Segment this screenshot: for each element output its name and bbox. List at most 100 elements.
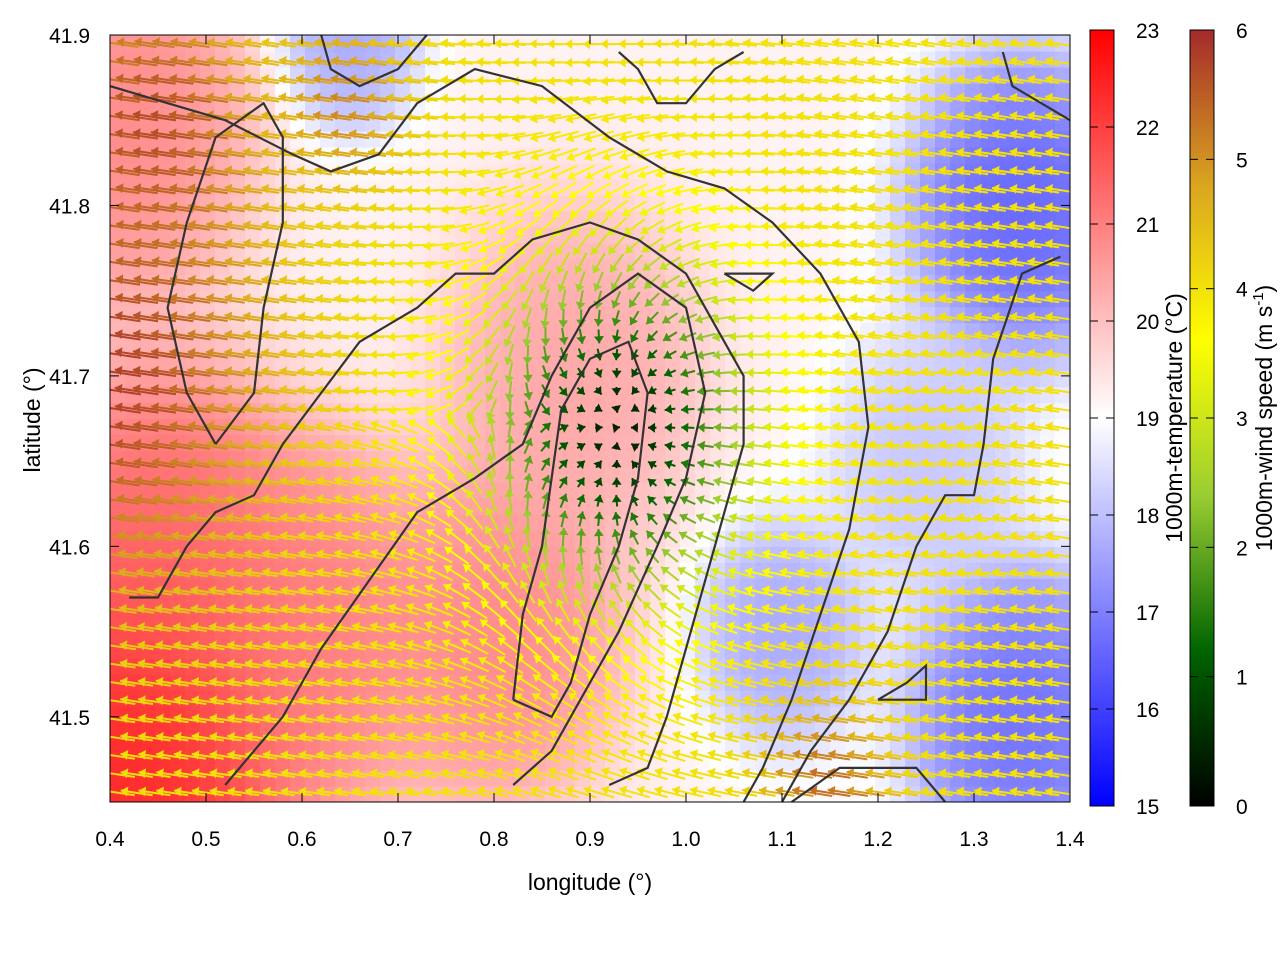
heatmap-cell — [140, 98, 156, 116]
heatmap-cell — [470, 530, 486, 547]
heatmap-cell — [200, 482, 216, 499]
heatmap-cell — [365, 226, 381, 244]
heatmap-cell — [815, 354, 831, 372]
heatmap-cell — [155, 338, 171, 356]
heatmap-cell — [230, 338, 246, 356]
heatmap-cell — [230, 594, 246, 611]
heatmap-cell — [215, 482, 231, 499]
heatmap-cell — [410, 130, 426, 148]
heatmap-cell — [500, 51, 516, 68]
heatmap-cell — [650, 482, 666, 499]
heatmap-cell — [740, 338, 756, 356]
heatmap-cell — [500, 418, 516, 436]
heatmap-cell — [215, 738, 231, 755]
heatmap-cell — [785, 306, 801, 324]
heatmap-cell — [395, 178, 411, 196]
heatmap-cell — [110, 626, 126, 643]
heatmap-cell — [125, 354, 141, 372]
heatmap-cell — [215, 722, 231, 739]
heatmap-cell — [110, 738, 126, 755]
heatmap-cell — [1040, 610, 1056, 627]
heatmap-cell — [725, 130, 741, 148]
heatmap-cell — [725, 178, 741, 196]
heatmap-cell — [230, 82, 246, 100]
heatmap-cell — [785, 98, 801, 116]
heatmap-cell — [665, 434, 681, 452]
heatmap-cell — [530, 450, 546, 468]
heatmap-cell — [125, 722, 141, 739]
heatmap-cell — [305, 738, 321, 755]
heatmap-cell — [140, 210, 156, 228]
heatmap-cell — [110, 610, 126, 627]
heatmap-cell — [185, 738, 201, 755]
heatmap-cell — [725, 386, 741, 404]
heatmap-cell — [530, 51, 546, 68]
heatmap-cell — [260, 738, 276, 755]
heatmap-cell — [845, 226, 861, 244]
heatmap-cell — [1055, 338, 1070, 356]
heatmap-cell — [230, 482, 246, 499]
heatmap-cell — [290, 738, 306, 755]
heatmap-cell — [215, 226, 231, 244]
heatmap-cell — [755, 51, 771, 68]
heatmap-cell — [170, 594, 186, 611]
heatmap-cell — [140, 738, 156, 755]
heatmap-cell — [260, 594, 276, 611]
heatmap-cell — [275, 98, 291, 116]
heatmap-cell — [305, 226, 321, 244]
heatmap-cell — [440, 98, 456, 116]
heatmap-cell — [365, 354, 381, 372]
heatmap-cell — [110, 114, 126, 132]
heatmap-cell — [785, 274, 801, 292]
heatmap-cell — [815, 226, 831, 244]
heatmap-cell — [290, 226, 306, 244]
heatmap-cell — [125, 226, 141, 244]
heatmap-cell — [260, 226, 276, 244]
heatmap-cell — [1040, 226, 1056, 244]
heatmap-cell — [725, 98, 741, 116]
heatmap-cell — [410, 178, 426, 196]
heatmap-cell — [410, 226, 426, 244]
heatmap-cell — [290, 610, 306, 627]
heatmap-cell — [320, 354, 336, 372]
heatmap-cell — [275, 338, 291, 356]
heatmap-cell — [440, 146, 456, 164]
heatmap-cell — [245, 98, 261, 116]
heatmap-cell — [845, 354, 861, 372]
heatmap-cell — [1055, 386, 1070, 404]
heatmap-cell — [335, 738, 351, 755]
heatmap-cell — [410, 210, 426, 228]
heatmap-cell — [110, 754, 126, 771]
heatmap-cell — [230, 738, 246, 755]
heatmap-cell — [305, 722, 321, 739]
heatmap-cell — [215, 594, 231, 611]
heatmap-cell — [110, 722, 126, 739]
heatmap-cell — [740, 306, 756, 324]
heatmap-cell — [230, 354, 246, 372]
heatmap-cell — [665, 386, 681, 404]
heatmap-cell — [305, 354, 321, 372]
heatmap-cell — [110, 482, 126, 499]
heatmap-cell — [140, 482, 156, 499]
heatmap-cell — [650, 338, 666, 356]
heatmap-cell — [695, 51, 711, 68]
heatmap-cell — [320, 610, 336, 627]
heatmap-cell — [455, 562, 471, 579]
heatmap-cell — [260, 482, 276, 499]
heatmap-cell — [290, 354, 306, 372]
heatmap-cell — [185, 482, 201, 499]
heatmap-cell — [395, 258, 411, 276]
heatmap-cell — [155, 82, 171, 100]
heatmap-cell — [1055, 514, 1070, 531]
heatmap-cell — [680, 594, 696, 611]
heatmap-cell — [545, 514, 561, 531]
heatmap-cell — [320, 98, 336, 116]
heatmap-cell — [215, 354, 231, 372]
heatmap-cell — [1055, 642, 1070, 659]
heatmap-cell — [140, 466, 156, 483]
heatmap-cell — [770, 482, 786, 499]
heatmap-cell — [1055, 722, 1070, 739]
heatmap-cell — [650, 51, 666, 68]
heatmap-cell — [215, 786, 231, 802]
